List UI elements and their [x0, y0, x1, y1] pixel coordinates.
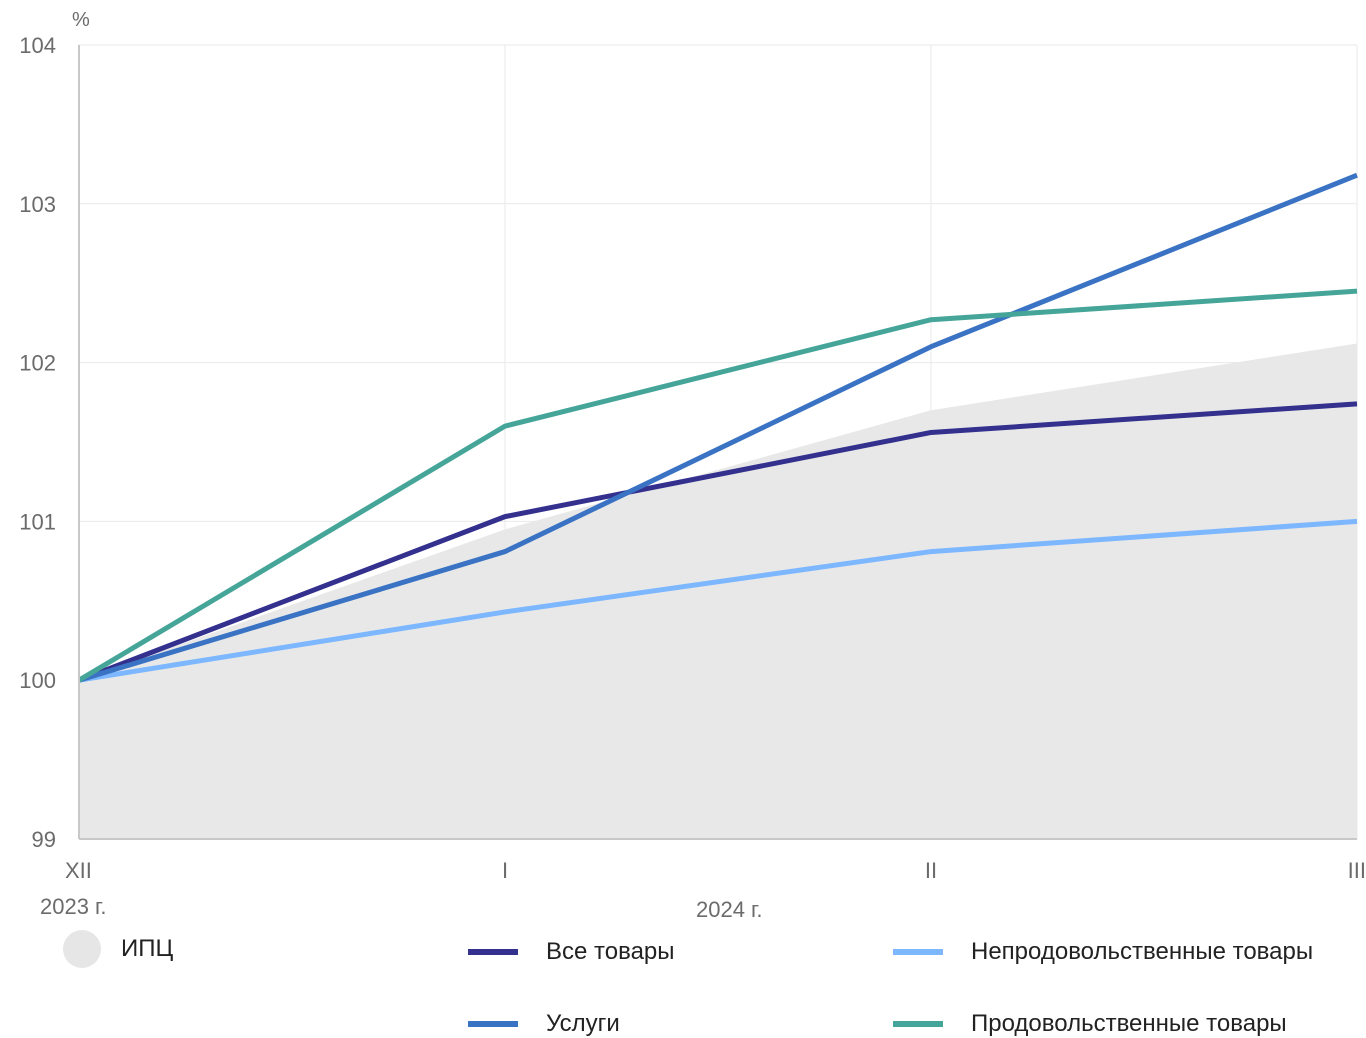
series-line-3	[77, 288, 1358, 683]
y-unit-label: %	[72, 9, 90, 31]
y-tick-label: 100	[19, 668, 56, 693]
series-line-2	[78, 518, 1358, 683]
series-line-1	[78, 172, 1358, 683]
food-swatch	[893, 1021, 943, 1027]
x-tick-label: XII	[65, 858, 92, 883]
non-food-swatch	[893, 949, 943, 955]
series-lines	[77, 172, 1358, 683]
legend-label-cpi: ИПЦ	[121, 935, 174, 962]
x-tick-label: I	[502, 858, 508, 883]
x-ticks: XII I II III	[65, 858, 1366, 883]
y-tick-label: 103	[19, 192, 56, 217]
legend-item-non-food[interactable]: Непродовольственные товары	[893, 938, 1313, 966]
legend-item-food[interactable]: Продовольственные товары	[893, 1010, 1287, 1038]
y-ticks: 99 100 101 102 103 104	[19, 33, 56, 852]
y-tick-label: 101	[19, 509, 56, 534]
year-label-2024: 2024 г.	[696, 897, 763, 922]
y-tick-label: 102	[19, 351, 56, 376]
legend-label-non-food: Непродовольственные товары	[971, 938, 1314, 965]
all-goods-swatch	[468, 949, 518, 955]
legend-label-food: Продовольственные товары	[971, 1010, 1287, 1037]
year-label-2023: 2023 г.	[40, 894, 107, 919]
legend-label-services: Услуги	[546, 1010, 620, 1037]
series-line-0	[78, 401, 1358, 683]
cpi-swatch	[63, 930, 101, 968]
cpi-area	[79, 343, 1357, 839]
services-swatch	[468, 1021, 518, 1027]
x-tick-label: III	[1348, 858, 1366, 883]
y-tick-label: 104	[19, 33, 56, 58]
legend-item-services[interactable]: Услуги	[468, 1010, 620, 1038]
y-tick-label: 99	[32, 827, 56, 852]
legend-item-cpi[interactable]: ИПЦ	[63, 930, 173, 968]
legend-item-all-goods[interactable]: Все товары	[468, 938, 675, 966]
legend-label-all-goods: Все товары	[546, 938, 675, 965]
x-tick-label: II	[925, 858, 937, 883]
